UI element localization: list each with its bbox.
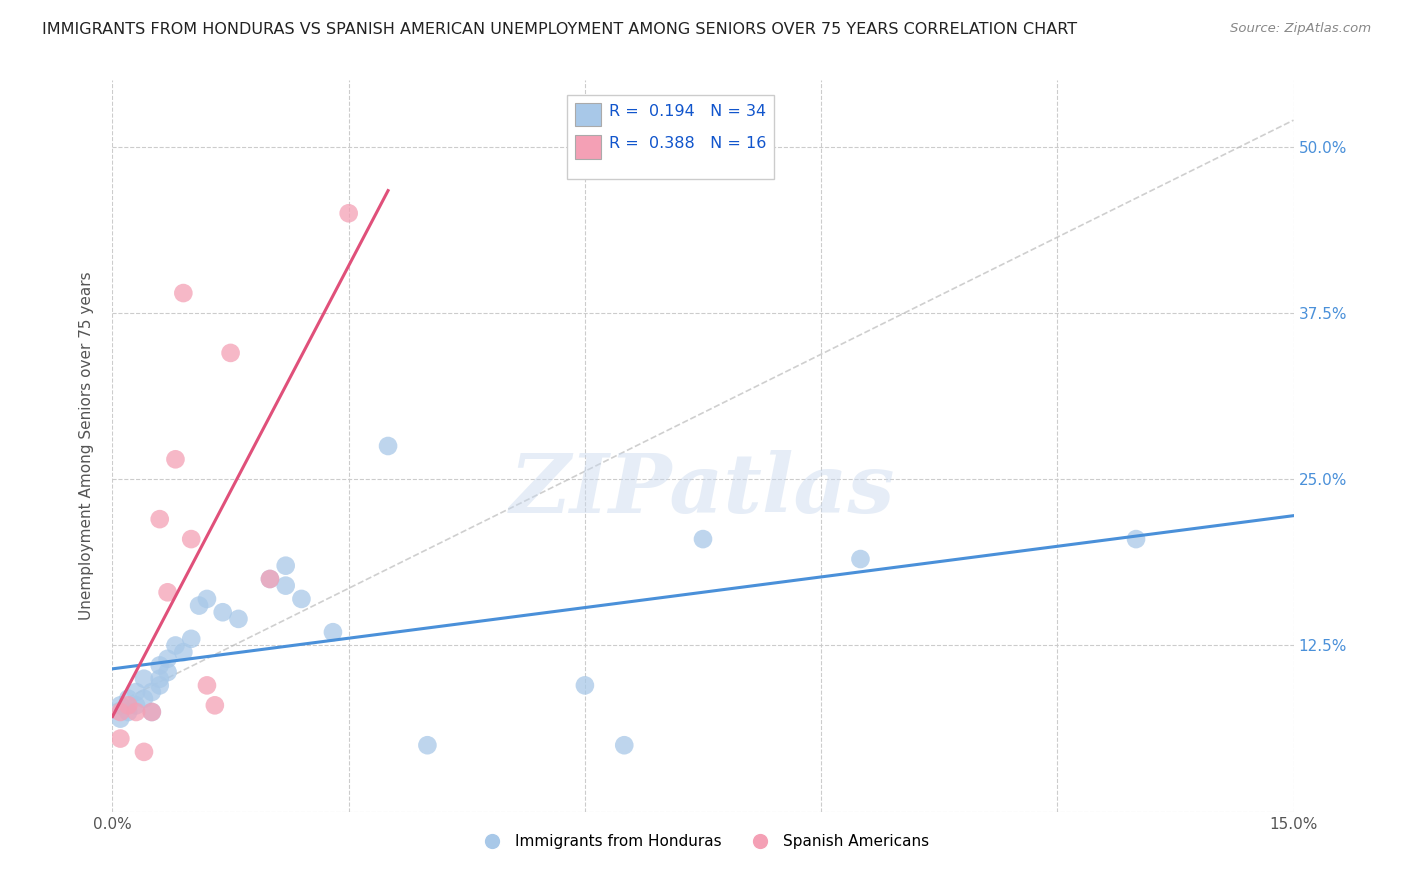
Point <box>165 639 187 653</box>
Point <box>613 738 636 752</box>
Point <box>188 599 211 613</box>
Point <box>574 678 596 692</box>
Point <box>274 558 297 573</box>
Point <box>290 591 312 606</box>
Point <box>125 685 148 699</box>
Point <box>180 632 202 646</box>
Point <box>117 698 139 713</box>
Point <box>149 512 172 526</box>
Point <box>156 585 179 599</box>
Y-axis label: Unemployment Among Seniors over 75 years: Unemployment Among Seniors over 75 years <box>79 272 94 620</box>
Point <box>172 286 194 301</box>
Point <box>132 745 155 759</box>
Point <box>337 206 360 220</box>
Point <box>274 579 297 593</box>
Point <box>141 685 163 699</box>
Point <box>195 678 218 692</box>
Point <box>228 612 250 626</box>
Point <box>259 572 281 586</box>
Point <box>132 691 155 706</box>
Point <box>132 672 155 686</box>
Point <box>149 658 172 673</box>
Point <box>195 591 218 606</box>
Point <box>692 532 714 546</box>
Point <box>259 572 281 586</box>
Point <box>156 652 179 666</box>
Bar <box>575 103 602 127</box>
Point <box>1125 532 1147 546</box>
Point <box>416 738 439 752</box>
Point <box>125 705 148 719</box>
Point <box>165 452 187 467</box>
Point <box>149 672 172 686</box>
Point <box>219 346 242 360</box>
Point <box>110 731 132 746</box>
Point <box>172 645 194 659</box>
Text: IMMIGRANTS FROM HONDURAS VS SPANISH AMERICAN UNEMPLOYMENT AMONG SENIORS OVER 75 : IMMIGRANTS FROM HONDURAS VS SPANISH AMER… <box>42 22 1077 37</box>
Text: R =  0.388   N = 16: R = 0.388 N = 16 <box>609 136 766 151</box>
Point <box>117 691 139 706</box>
Point <box>377 439 399 453</box>
FancyBboxPatch shape <box>567 95 773 179</box>
Point <box>141 705 163 719</box>
Point <box>149 678 172 692</box>
Point <box>211 605 233 619</box>
Point <box>849 552 872 566</box>
Point <box>110 705 132 719</box>
Point <box>141 705 163 719</box>
Point <box>110 712 132 726</box>
Point <box>204 698 226 713</box>
Bar <box>575 136 602 159</box>
Point <box>156 665 179 679</box>
Point <box>125 698 148 713</box>
Point <box>322 625 344 640</box>
Point <box>180 532 202 546</box>
Text: Source: ZipAtlas.com: Source: ZipAtlas.com <box>1230 22 1371 36</box>
Text: ZIPatlas: ZIPatlas <box>510 450 896 530</box>
Point <box>117 705 139 719</box>
Text: R =  0.194   N = 34: R = 0.194 N = 34 <box>609 103 766 119</box>
Point <box>110 698 132 713</box>
Legend: Immigrants from Honduras, Spanish Americans: Immigrants from Honduras, Spanish Americ… <box>471 828 935 855</box>
